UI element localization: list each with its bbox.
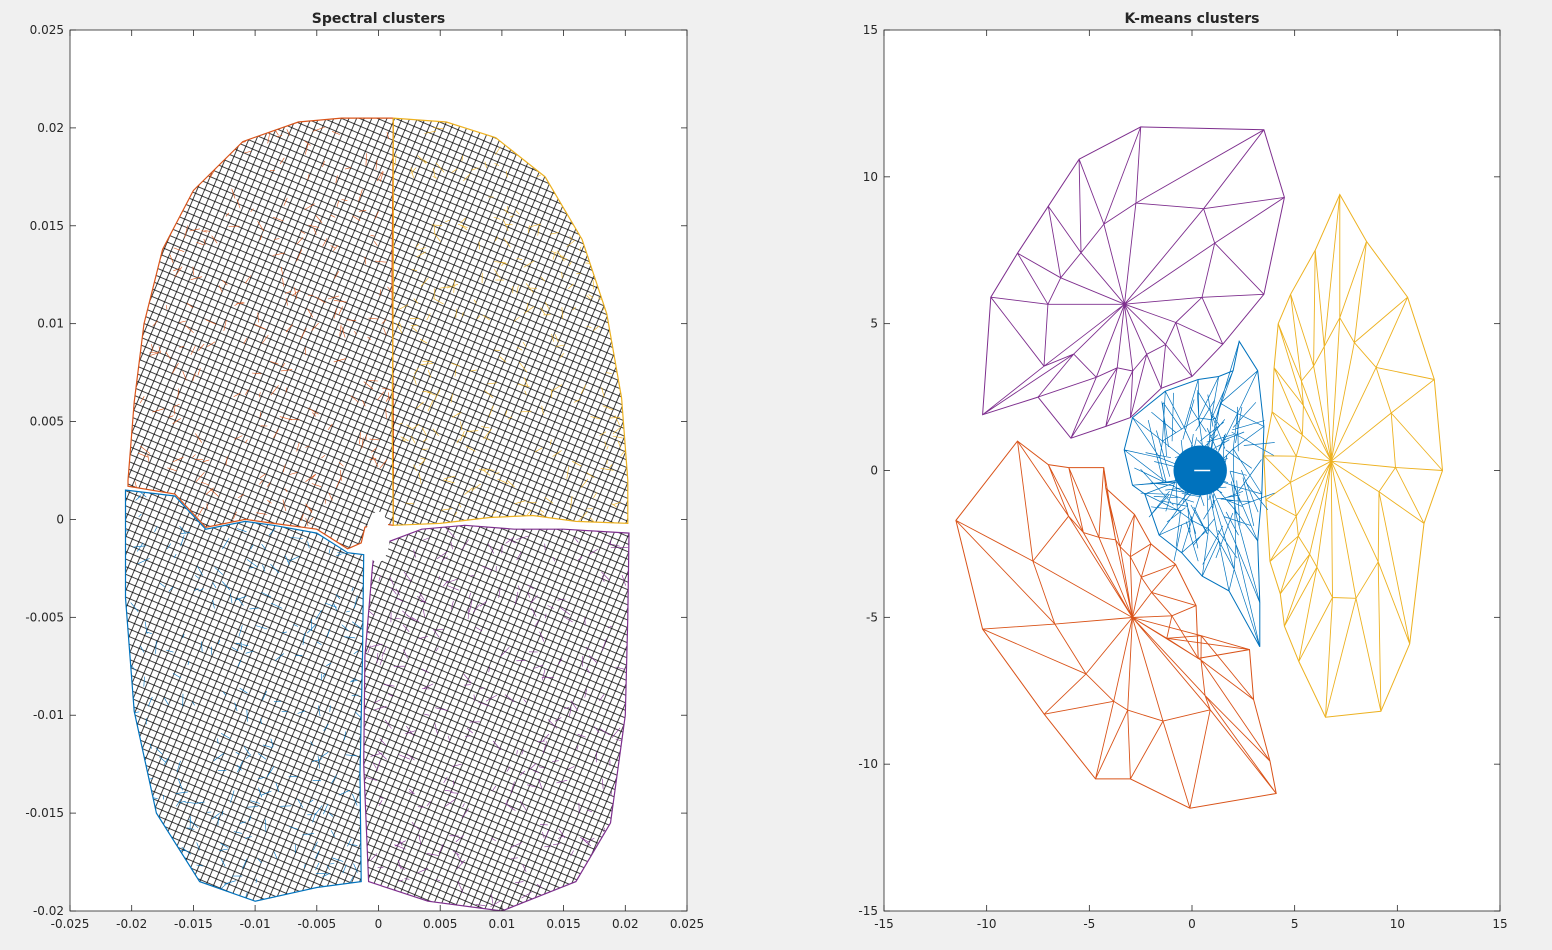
spectral-axes: -0.025 -0.02 -0.015 -0.01 -0.005 0 0.005 0.01 0.… bbox=[25, 23, 704, 931]
y-tick-label: 5 bbox=[870, 317, 878, 331]
y-tick-label: 10 bbox=[863, 170, 878, 184]
kmeans-chart-title: K-means clusters bbox=[1125, 11, 1260, 27]
cluster-3-mesh-lines bbox=[955, 440, 1277, 809]
x-tick-label: 0 bbox=[375, 917, 383, 931]
y-tick-label: 0.025 bbox=[30, 23, 64, 37]
cluster-1 bbox=[127, 117, 394, 550]
x-tick-label: 10 bbox=[1390, 917, 1405, 931]
cluster-2-outline bbox=[1263, 193, 1444, 718]
cluster-1 bbox=[982, 126, 1285, 439]
x-tick-label: 0 bbox=[1188, 917, 1196, 931]
y-tick-label: -0.01 bbox=[33, 708, 64, 722]
x-tick-label: -0.005 bbox=[297, 917, 336, 931]
cluster-2 bbox=[391, 117, 629, 526]
y-tick-label: 0.005 bbox=[30, 415, 64, 429]
cluster-1-outline bbox=[982, 126, 1285, 439]
x-tick-label: -10 bbox=[977, 917, 997, 931]
y-tick-label: 0 bbox=[870, 464, 878, 478]
kmeans-mesh-marks bbox=[955, 126, 1444, 809]
y-tick-label: -0.015 bbox=[25, 806, 64, 820]
y-tick-label: 0.01 bbox=[37, 317, 64, 331]
y-tick-label: -0.005 bbox=[25, 610, 64, 624]
x-tick-label: -5 bbox=[1083, 917, 1095, 931]
cluster-3-outline bbox=[124, 489, 365, 902]
cluster-1-mesh-fill bbox=[128, 118, 394, 549]
spectral-clusters-chart: -0.025 -0.02 -0.015 -0.01 -0.005 0 0.005 0.01 0.… bbox=[25, 11, 704, 931]
cluster-2-outline bbox=[391, 117, 629, 526]
x-tick-label: 15 bbox=[1492, 917, 1507, 931]
x-tick-label: 0.02 bbox=[612, 917, 639, 931]
y-tick-label: 15 bbox=[863, 23, 878, 37]
cluster-2-mesh-lines bbox=[394, 118, 628, 526]
cluster-3 bbox=[955, 440, 1277, 809]
cluster-2 bbox=[1263, 193, 1444, 718]
cluster-4-outline bbox=[1123, 339, 1265, 647]
x-tick-label: 0.01 bbox=[489, 917, 516, 931]
kmeans-axes: -15 -10 -5 0 5 10 15 -15 -10 -5 0 5 10 15 bbox=[858, 23, 1507, 931]
x-tick-label: 0.015 bbox=[546, 917, 580, 931]
cluster-4-outline bbox=[363, 524, 630, 911]
y-tick-label: -10 bbox=[858, 757, 878, 771]
cluster-2-mesh-lines bbox=[1263, 194, 1443, 718]
cluster-4-mesh-fill bbox=[363, 525, 629, 911]
x-tick-label: -15 bbox=[874, 917, 894, 931]
x-tick-label: -0.015 bbox=[174, 917, 213, 931]
y-tick-label: -0.02 bbox=[33, 904, 64, 918]
x-tick-label: 5 bbox=[1291, 917, 1299, 931]
y-tick-label: -15 bbox=[858, 904, 878, 918]
y-tick-label: -5 bbox=[866, 610, 878, 624]
spectral-chart-title: Spectral clusters bbox=[312, 11, 445, 27]
kmeans-clusters-chart: -15 -10 -5 0 5 10 15 -15 -10 -5 0 5 10 15 K-means clu… bbox=[858, 11, 1507, 931]
cluster-3-mesh-fill bbox=[125, 490, 364, 902]
spectral-mesh-marks bbox=[124, 117, 630, 911]
y-tick-label: 0 bbox=[56, 512, 64, 526]
x-tick-label: -0.02 bbox=[116, 917, 147, 931]
y-tick-label: 0.015 bbox=[30, 219, 64, 233]
x-tick-label: -0.01 bbox=[240, 917, 271, 931]
cluster-1-mesh-lines bbox=[982, 126, 1285, 439]
cluster-2-mesh-fill bbox=[392, 118, 628, 526]
x-tick-label: -0.025 bbox=[51, 917, 90, 931]
x-tick-label: 0.025 bbox=[670, 917, 704, 931]
cluster-4 bbox=[363, 524, 630, 911]
cluster-3 bbox=[124, 489, 365, 902]
x-tick-label: 0.005 bbox=[423, 917, 457, 931]
cluster-3-outline bbox=[955, 440, 1277, 809]
y-tick-label: 0.02 bbox=[37, 121, 64, 135]
